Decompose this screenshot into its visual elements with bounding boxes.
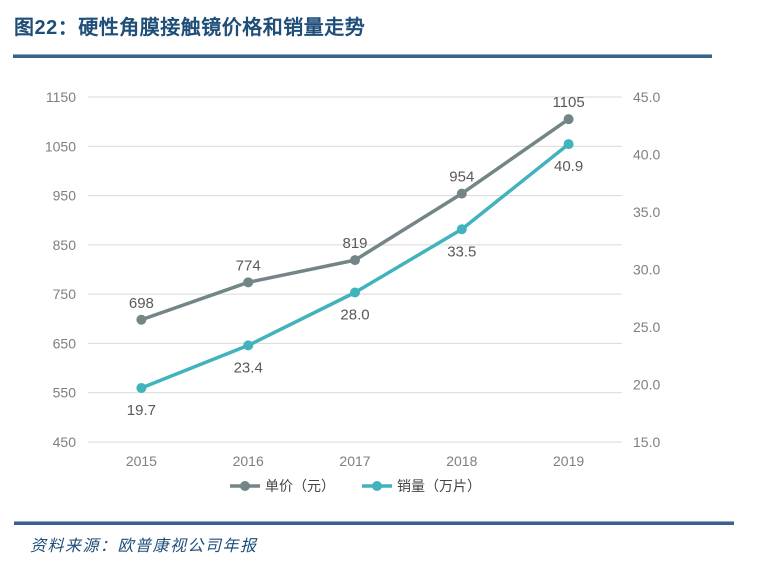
data-point-marker[interactable] bbox=[243, 277, 254, 288]
footer-divider bbox=[14, 521, 734, 525]
legend-item-volume[interactable]: 销量（万片） bbox=[361, 476, 481, 496]
data-point-label: 698 bbox=[129, 295, 154, 312]
series-line bbox=[139, 142, 571, 390]
left-axis-tick-label: 550 bbox=[53, 385, 77, 401]
data-point-marker[interactable] bbox=[456, 224, 467, 235]
price-line-marker-icon bbox=[230, 481, 260, 491]
source-note: 资料来源：欧普康视公司年报 bbox=[30, 538, 258, 555]
left-axis-tick-label: 750 bbox=[53, 286, 77, 302]
data-point-label: 954 bbox=[449, 169, 474, 186]
price-volume-line-chart: 450 550 650 750 850 950 1050 1150 15.0 20.0 25.0 30… bbox=[45, 89, 661, 469]
right-axis-tick-label: 15.0 bbox=[633, 434, 660, 450]
data-point-label: 23.4 bbox=[234, 359, 263, 376]
left-axis-tick-label: 950 bbox=[53, 188, 77, 204]
left-axis-tick-label: 650 bbox=[53, 335, 77, 351]
x-axis-tick-label: 2019 bbox=[553, 453, 584, 469]
x-axis-tick-label: 2018 bbox=[446, 453, 477, 469]
left-axis-tick-label: 850 bbox=[53, 237, 77, 253]
data-point-marker[interactable] bbox=[563, 114, 574, 125]
x-axis-tick-label: 2015 bbox=[126, 453, 157, 469]
data-point-marker[interactable] bbox=[350, 255, 360, 266]
data-point-marker[interactable] bbox=[243, 340, 254, 351]
left-axis-tick-label: 1150 bbox=[46, 89, 76, 105]
data-point-label: 819 bbox=[342, 235, 367, 252]
data-point-label: 28.0 bbox=[340, 307, 369, 324]
chart-legend: 单价（元） 销量（万片） bbox=[0, 477, 710, 495]
right-axis-tick-label: 25.0 bbox=[633, 319, 660, 335]
right-axis-tick-label: 30.0 bbox=[633, 262, 660, 278]
x-axis-tick-label: 2017 bbox=[339, 453, 370, 469]
data-point-marker[interactable] bbox=[136, 382, 147, 393]
right-axis-tick-label: 20.0 bbox=[633, 377, 660, 393]
data-point-label: 33.5 bbox=[447, 243, 476, 260]
volume-line-marker-icon bbox=[362, 481, 392, 491]
figure-title: 图22：硬性角膜接触镜价格和销量走势 bbox=[14, 17, 366, 39]
title-divider bbox=[13, 54, 712, 58]
data-point-label: 1105 bbox=[552, 94, 584, 111]
right-axis-tick-label: 35.0 bbox=[633, 204, 660, 220]
x-axis-tick-label: 2016 bbox=[233, 453, 264, 469]
data-point-marker[interactable] bbox=[456, 188, 467, 199]
legend-label-price: 单价（元） bbox=[265, 478, 335, 494]
right-axis-tick-label: 45.0 bbox=[633, 89, 660, 105]
legend-label-volume: 销量（万片） bbox=[397, 478, 481, 494]
data-point-marker[interactable] bbox=[350, 287, 360, 298]
data-point-label: 40.9 bbox=[554, 158, 583, 175]
right-axis-tick-label: 40.0 bbox=[633, 147, 660, 163]
left-axis-tick-label: 1050 bbox=[45, 138, 76, 154]
data-point-marker[interactable] bbox=[563, 139, 574, 150]
data-point-marker[interactable] bbox=[136, 314, 147, 325]
legend-item-price[interactable]: 单价（元） bbox=[229, 476, 335, 496]
data-point-label: 19.7 bbox=[127, 402, 156, 419]
left-axis-tick-label: 450 bbox=[53, 434, 77, 450]
data-point-label: 774 bbox=[236, 257, 261, 274]
